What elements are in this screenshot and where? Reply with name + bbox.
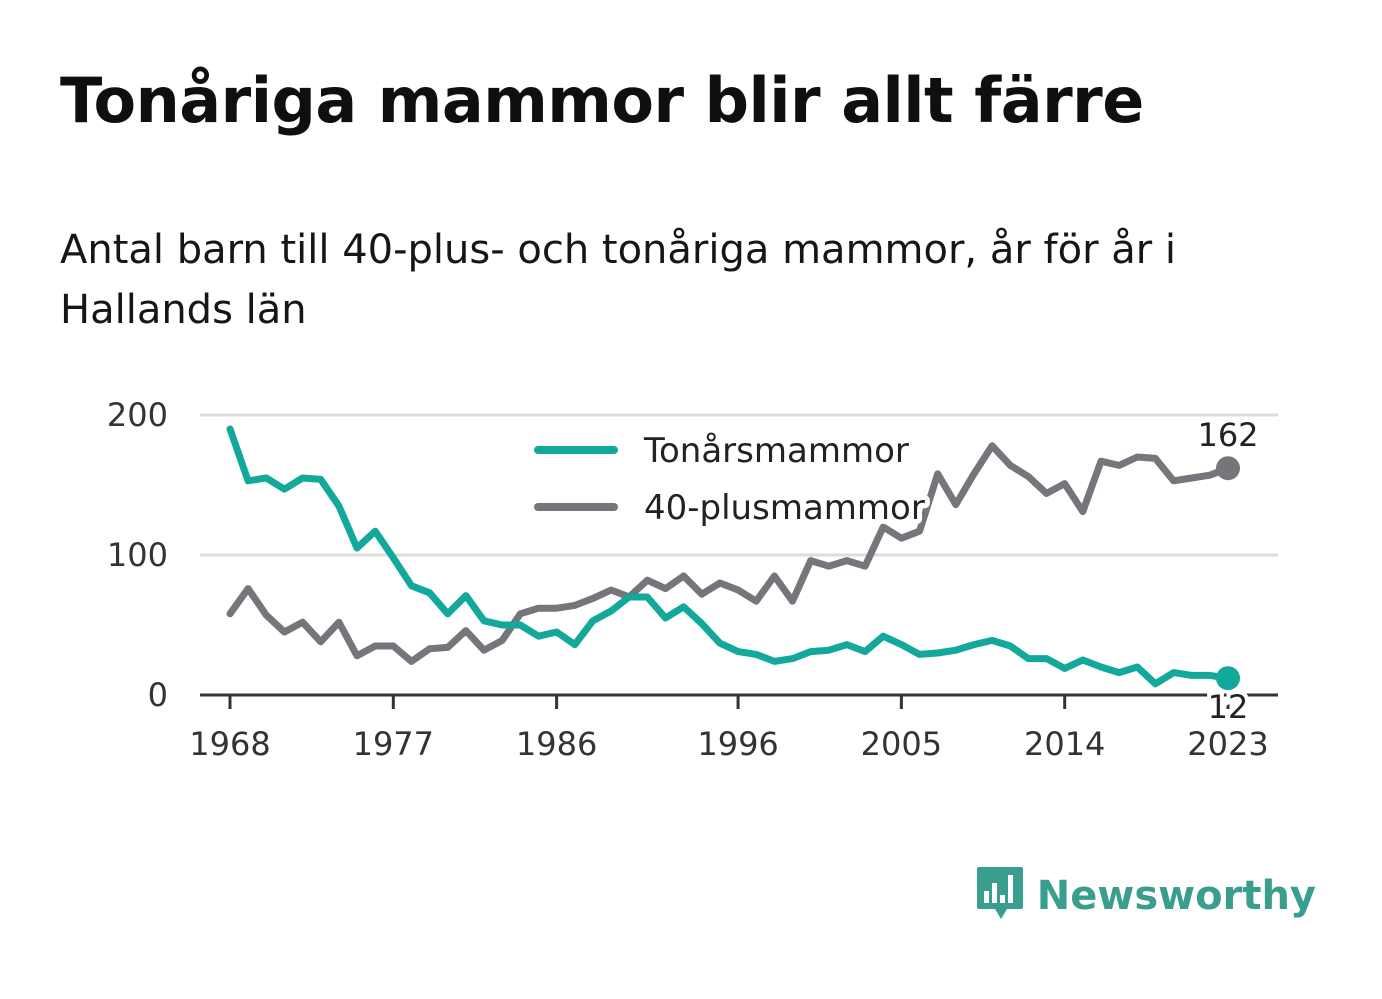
legend-label-halo-ton-rsmammor: Tonårsmammor bbox=[643, 431, 909, 471]
x-tick-label-1996: 1996 bbox=[697, 725, 778, 763]
legend: TonårsmammorTonårsmammor40-plusmammor40-… bbox=[534, 426, 930, 533]
newsworthy-logo-icon bbox=[975, 865, 1025, 927]
y-tick-label-0: 0 bbox=[148, 676, 168, 714]
x-tick-label-1977: 1977 bbox=[353, 725, 434, 763]
end-label-tonarsmammor: 12 bbox=[1208, 688, 1249, 726]
x-tick-label-2014: 2014 bbox=[1024, 725, 1105, 763]
end-marker-40-plusmammor bbox=[1216, 456, 1240, 481]
legend-label-40-plusmammor: 40-plusmammor bbox=[644, 488, 925, 528]
end-marker-ton-rsmammor bbox=[1216, 666, 1240, 691]
x-tick-label-1968: 1968 bbox=[189, 725, 270, 763]
grid-lines bbox=[200, 413, 1278, 557]
axes: 0 100 200 1968 1977 1986 1996 2005 2014 2023 bbox=[107, 396, 1278, 763]
brand-logo: Newsworthy bbox=[975, 865, 1316, 927]
brand-name: Newsworthy bbox=[1036, 873, 1316, 919]
x-tick-label-1986: 1986 bbox=[516, 725, 597, 763]
end-label-40-plusmammor: 162 bbox=[1197, 416, 1258, 454]
series-lines bbox=[226, 425, 1240, 691]
y-tick-label-100: 100 bbox=[107, 536, 168, 574]
end-labels: 162 12 bbox=[1193, 412, 1262, 730]
x-tick-label-2005: 2005 bbox=[861, 725, 942, 763]
x-tick-label-2023: 2023 bbox=[1187, 725, 1268, 763]
legend-label-halo-40-plusmammor: 40-plusmammor bbox=[644, 488, 925, 528]
y-tick-label-200: 200 bbox=[107, 396, 168, 434]
legend-label-ton-rsmammor: Tonårsmammor bbox=[643, 431, 909, 471]
series-line-40-plusmammor bbox=[226, 442, 1232, 665]
chart-title: Tonåriga mammor blir allt färre bbox=[60, 64, 1144, 137]
series-line-ton-rsmammor bbox=[226, 425, 1232, 688]
chart-subtitle: Antal barn till 40-plus- och tonåriga ma… bbox=[60, 227, 1177, 333]
